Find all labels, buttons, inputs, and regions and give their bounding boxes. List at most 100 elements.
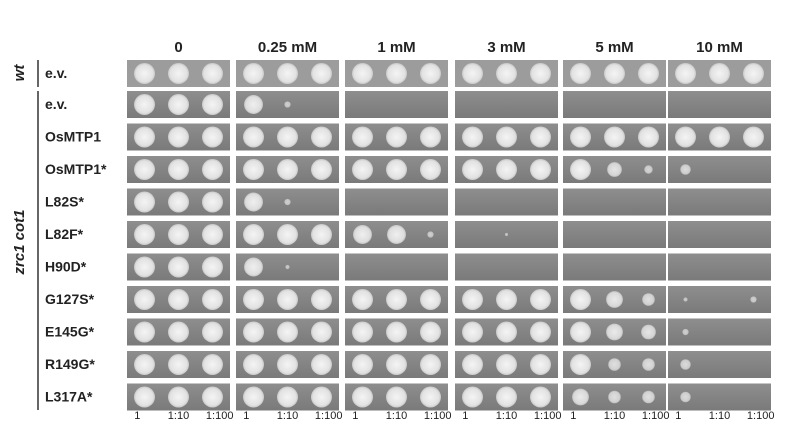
colony-spot (644, 165, 653, 174)
colony-spot (386, 354, 407, 375)
colony-spot (529, 159, 551, 180)
colony-spot (462, 289, 484, 310)
colony-spot (134, 386, 156, 408)
plate-panel (563, 91, 666, 118)
concentration-header: 5 mM (595, 39, 633, 56)
colony-spot (496, 289, 517, 310)
strain-label: H90D* (45, 259, 87, 275)
colony-spot (386, 321, 407, 343)
colony-spot (386, 289, 407, 310)
group-label: zrc1 cot1 (11, 209, 28, 275)
plate-panel (668, 221, 771, 248)
strain-label: L82S* (45, 194, 84, 210)
dilution-label: 1 (462, 410, 468, 422)
colony-spot (608, 358, 621, 371)
colony-spot (134, 289, 156, 310)
colony-spot (496, 159, 517, 180)
colony-spot (134, 63, 156, 84)
colony-spot (352, 159, 374, 180)
strain-label: e.v. (45, 65, 67, 81)
colony-spot (285, 264, 290, 270)
strain-label: OsMTP1 (45, 129, 101, 145)
colony-spot (243, 126, 265, 148)
colony-spot (419, 354, 441, 375)
colony-spot (284, 101, 291, 108)
colony-spot (201, 94, 223, 115)
colony-spot (352, 63, 374, 84)
colony-spot (496, 63, 517, 84)
colony-spot (462, 321, 484, 343)
colony-spot (570, 354, 592, 375)
dilution-label: 1:100 (315, 410, 343, 422)
colony-spot (168, 256, 189, 278)
colony-spot (606, 291, 623, 308)
colony-spot (168, 126, 189, 148)
colony-spot (529, 386, 551, 408)
strain-label: OsMTP1* (45, 161, 107, 177)
group-label: wt (11, 64, 28, 82)
colony-spot (134, 191, 156, 213)
colony-spot (201, 321, 223, 343)
colony-spot (352, 386, 374, 408)
colony-spot (168, 191, 189, 213)
colony-spot (244, 95, 263, 114)
colony-spot (201, 386, 223, 408)
colony-spot (742, 63, 764, 84)
dilution-label: 1:10 (604, 410, 625, 422)
plate-panel (345, 188, 448, 216)
colony-spot (134, 256, 156, 278)
colony-spot (675, 126, 697, 148)
concentration-header: 0 (174, 39, 182, 56)
colony-spot (529, 354, 551, 375)
dilution-label: 1:100 (642, 410, 670, 422)
colony-spot (742, 126, 764, 148)
colony-spot (134, 321, 156, 343)
colony-spot (529, 126, 551, 148)
colony-spot (310, 386, 332, 408)
colony-spot (570, 126, 592, 148)
colony-spot (310, 126, 332, 148)
colony-spot (168, 386, 189, 408)
colony-spot (310, 289, 332, 310)
colony-spot (201, 126, 223, 148)
colony-spot (310, 224, 332, 245)
colony-spot (277, 126, 298, 148)
colony-spot (168, 354, 189, 375)
colony-spot (168, 289, 189, 310)
colony-spot (637, 126, 659, 148)
concentration-header: 10 mM (696, 39, 743, 56)
plate-panel (563, 188, 666, 216)
strain-label: e.v. (45, 96, 67, 112)
colony-spot (608, 390, 621, 404)
colony-spot (462, 159, 484, 180)
colony-spot (462, 63, 484, 84)
colony-spot (352, 321, 374, 343)
colony-spot (419, 126, 441, 148)
colony-spot (419, 159, 441, 180)
colony-spot (607, 162, 622, 177)
dilution-label: 1:100 (534, 410, 562, 422)
concentration-header: 0.25 mM (258, 39, 317, 56)
colony-spot (201, 289, 223, 310)
concentration-header: 3 mM (487, 39, 525, 56)
colony-spot (529, 289, 551, 310)
colony-spot (134, 94, 156, 115)
dilution-label: 1 (134, 410, 140, 422)
colony-spot (134, 224, 156, 245)
colony-spot (353, 225, 372, 244)
dilution-label: 1:10 (496, 410, 517, 422)
colony-spot (496, 321, 517, 343)
colony-spot (310, 159, 332, 180)
colony-spot (419, 386, 441, 408)
colony-spot (134, 354, 156, 375)
strain-label: L82F* (45, 226, 84, 242)
colony-spot (244, 192, 263, 212)
plate-panel (563, 221, 666, 248)
colony-spot (277, 63, 298, 84)
colony-spot (570, 63, 592, 84)
colony-spot (386, 386, 407, 408)
dilution-label: 1:10 (386, 410, 407, 422)
colony-spot (387, 225, 406, 244)
colony-spot (243, 63, 265, 84)
